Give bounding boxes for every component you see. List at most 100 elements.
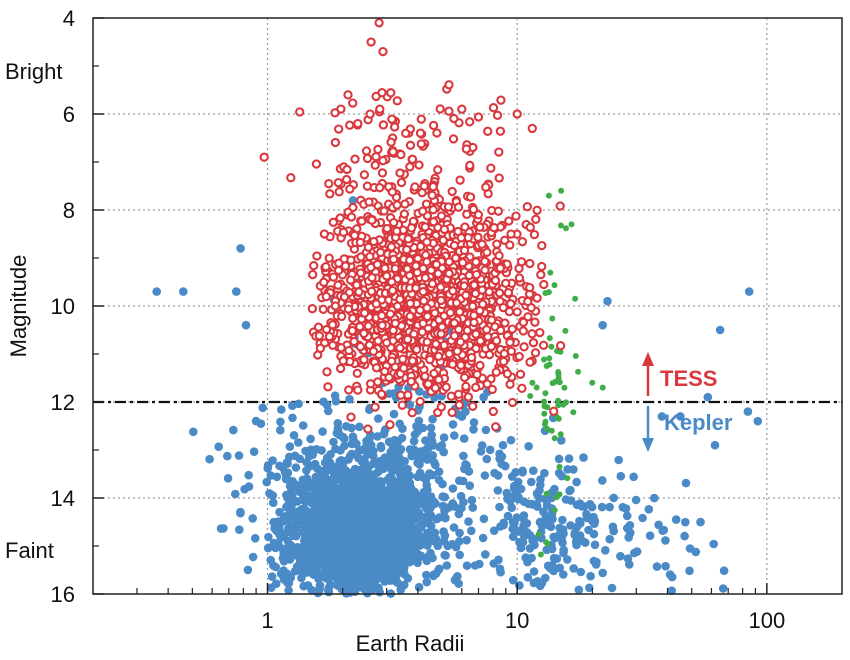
kepler-point bbox=[480, 471, 490, 480]
kepler-point bbox=[271, 579, 281, 588]
kepler-point bbox=[407, 516, 417, 525]
kepler-point bbox=[344, 476, 354, 485]
x-axis-title: Earth Radii bbox=[356, 631, 465, 656]
other-point bbox=[555, 397, 562, 404]
kepler-point bbox=[244, 482, 254, 491]
kepler-point bbox=[691, 547, 701, 557]
kepler-point bbox=[358, 517, 367, 526]
kepler-point bbox=[333, 424, 343, 433]
kepler-point bbox=[467, 495, 477, 505]
kepler-point bbox=[373, 468, 382, 477]
tess-point bbox=[355, 237, 365, 248]
tess-point bbox=[347, 326, 358, 336]
tess-point bbox=[432, 128, 442, 138]
kepler-point bbox=[439, 447, 449, 457]
kepler-point bbox=[349, 516, 359, 526]
kepler-point bbox=[388, 467, 397, 476]
kepler-point bbox=[324, 406, 333, 416]
tess-point bbox=[385, 309, 396, 319]
tess-point bbox=[517, 237, 528, 247]
tess-point bbox=[364, 197, 374, 207]
kepler-point bbox=[450, 431, 459, 440]
tess-point bbox=[420, 273, 430, 283]
tess-point bbox=[398, 354, 408, 364]
kepler-point bbox=[616, 471, 626, 481]
tess-point bbox=[418, 263, 428, 274]
kepler-point bbox=[348, 196, 358, 205]
kepler-point bbox=[269, 538, 279, 548]
tess-point bbox=[502, 369, 513, 379]
kepler-point bbox=[493, 471, 503, 480]
tess-point bbox=[339, 292, 350, 302]
kepler-point bbox=[661, 561, 670, 571]
tess-point bbox=[338, 356, 348, 366]
kepler-point bbox=[372, 459, 382, 469]
tess-point bbox=[430, 383, 441, 393]
kepler-point bbox=[152, 287, 161, 296]
kepler-point bbox=[419, 449, 429, 458]
kepler-point bbox=[558, 515, 567, 525]
kepler-point bbox=[305, 566, 314, 575]
kepler-point bbox=[402, 494, 412, 504]
kepler-point bbox=[362, 545, 372, 555]
tess-point bbox=[342, 164, 352, 175]
tess-point bbox=[456, 233, 466, 243]
kepler-point bbox=[462, 561, 472, 570]
tess-point bbox=[531, 214, 541, 224]
tess-point bbox=[455, 175, 465, 185]
tess-point bbox=[469, 280, 479, 290]
tess-point bbox=[334, 187, 344, 197]
tess-point bbox=[429, 368, 439, 379]
kepler-point bbox=[614, 455, 623, 465]
tess-point bbox=[428, 205, 438, 215]
tess-point bbox=[374, 18, 384, 28]
other-point bbox=[546, 335, 553, 342]
tess-point bbox=[387, 285, 398, 296]
kepler-point bbox=[652, 562, 662, 571]
tess-point bbox=[523, 312, 533, 322]
tess-point bbox=[498, 302, 508, 313]
kepler-point bbox=[381, 487, 391, 496]
kepler-point bbox=[459, 497, 468, 507]
tess-point bbox=[514, 263, 524, 274]
kepler-point bbox=[569, 564, 578, 573]
tess-point bbox=[471, 329, 481, 339]
kepler-point bbox=[337, 566, 346, 575]
tess-point bbox=[456, 360, 466, 370]
kepler-point bbox=[325, 458, 335, 467]
kepler-point bbox=[537, 521, 547, 531]
kepler-point bbox=[605, 534, 614, 544]
tess-point bbox=[396, 390, 406, 400]
tess-point bbox=[422, 337, 432, 347]
kepler-point bbox=[326, 497, 336, 506]
kepler-point bbox=[500, 461, 510, 471]
kepler-point bbox=[598, 568, 607, 578]
tess-point bbox=[340, 261, 351, 271]
kepler-point bbox=[719, 566, 729, 575]
y-axis-title: Magnitude bbox=[6, 255, 31, 358]
kepler-point bbox=[302, 537, 311, 547]
tess-point bbox=[321, 262, 331, 272]
tess-point bbox=[319, 229, 330, 239]
y-tick-label: 10 bbox=[51, 294, 75, 319]
tess-point bbox=[386, 242, 397, 252]
tess-point bbox=[423, 379, 433, 389]
other-point bbox=[555, 402, 562, 409]
tess-point bbox=[387, 187, 398, 197]
kepler-point bbox=[243, 565, 253, 575]
tess-point bbox=[495, 263, 505, 273]
kepler-point bbox=[323, 586, 333, 595]
kepler-point bbox=[440, 492, 450, 502]
kepler-point bbox=[352, 583, 362, 592]
kepler-point bbox=[374, 583, 383, 593]
kepler-point bbox=[481, 550, 490, 559]
kepler-point bbox=[275, 461, 284, 471]
kepler-point bbox=[569, 465, 578, 474]
kepler-point bbox=[547, 544, 557, 554]
other-point bbox=[551, 282, 558, 289]
tess-point bbox=[390, 263, 400, 274]
tess-point bbox=[353, 118, 363, 129]
kepler-point bbox=[358, 568, 368, 578]
other-point bbox=[563, 225, 569, 232]
kepler-point bbox=[269, 498, 278, 508]
